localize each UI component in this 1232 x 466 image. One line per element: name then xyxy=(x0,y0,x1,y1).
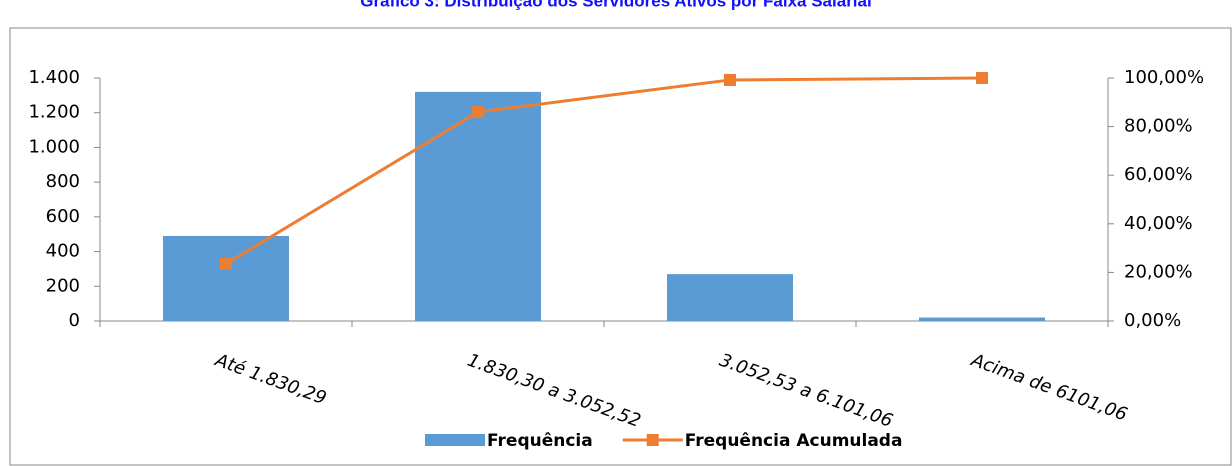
legend-swatch xyxy=(646,434,659,446)
x-tick-label: Acima de 6101,06 xyxy=(968,349,1130,425)
bar xyxy=(415,91,541,321)
y-tick-label: 400 xyxy=(46,241,80,262)
bar xyxy=(163,235,289,321)
marker xyxy=(220,257,232,270)
x-tick-label: 3.052,53 a 6.101,06 xyxy=(717,350,896,432)
y2-tick-label: 60,00% xyxy=(1124,164,1193,185)
y-tick-label: 600 xyxy=(46,206,80,227)
legend-label: Frequência xyxy=(487,431,593,451)
marker xyxy=(724,73,736,86)
marker xyxy=(976,72,988,84)
x-tick-label: 1.830,30 a 3.052,52 xyxy=(465,350,644,432)
bar xyxy=(919,317,1045,321)
chart-title: Gráfico 3: Distribuição dos Servidores A… xyxy=(360,0,871,10)
y-tick-label: 1.200 xyxy=(28,102,80,123)
legend-label: Frequência Acumulada xyxy=(685,431,903,451)
chart-frame xyxy=(9,27,1232,466)
y-tick-label: 200 xyxy=(46,275,80,296)
y-tick-label: 800 xyxy=(46,171,80,192)
y2-tick-label: 100,00% xyxy=(1124,67,1204,88)
y2-tick-label: 0,00% xyxy=(1124,310,1181,331)
bar xyxy=(667,274,793,321)
y2-tick-label: 20,00% xyxy=(1124,261,1193,282)
y-tick-label: 0 xyxy=(69,310,80,331)
x-tick-label: Até 1.830,29 xyxy=(212,349,329,409)
y2-tick-label: 40,00% xyxy=(1124,213,1193,234)
line xyxy=(225,76,983,266)
y-tick-label: 1.400 xyxy=(28,67,80,88)
marker xyxy=(472,106,484,119)
y2-tick-label: 80,00% xyxy=(1124,116,1193,137)
y-tick-label: 1.000 xyxy=(28,136,80,157)
legend-swatch xyxy=(425,434,485,446)
